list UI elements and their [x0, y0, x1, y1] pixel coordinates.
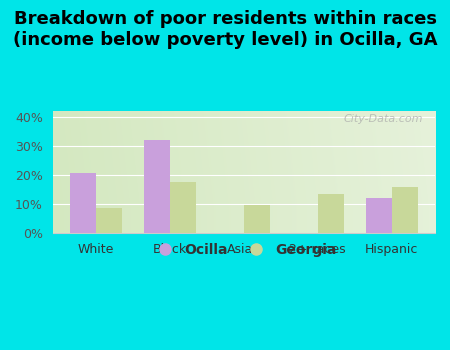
Bar: [96, 208, 122, 233]
Text: City-Data.com: City-Data.com: [344, 114, 423, 125]
Bar: [70, 173, 96, 233]
Bar: [366, 198, 392, 233]
Bar: [318, 194, 344, 233]
Legend: Ocilla, Georgia: Ocilla, Georgia: [145, 238, 342, 263]
Bar: [244, 205, 270, 233]
Bar: [144, 140, 170, 233]
Bar: [170, 182, 196, 233]
Bar: [392, 187, 418, 233]
Text: Breakdown of poor residents within races
(income below poverty level) in Ocilla,: Breakdown of poor residents within races…: [13, 10, 437, 49]
